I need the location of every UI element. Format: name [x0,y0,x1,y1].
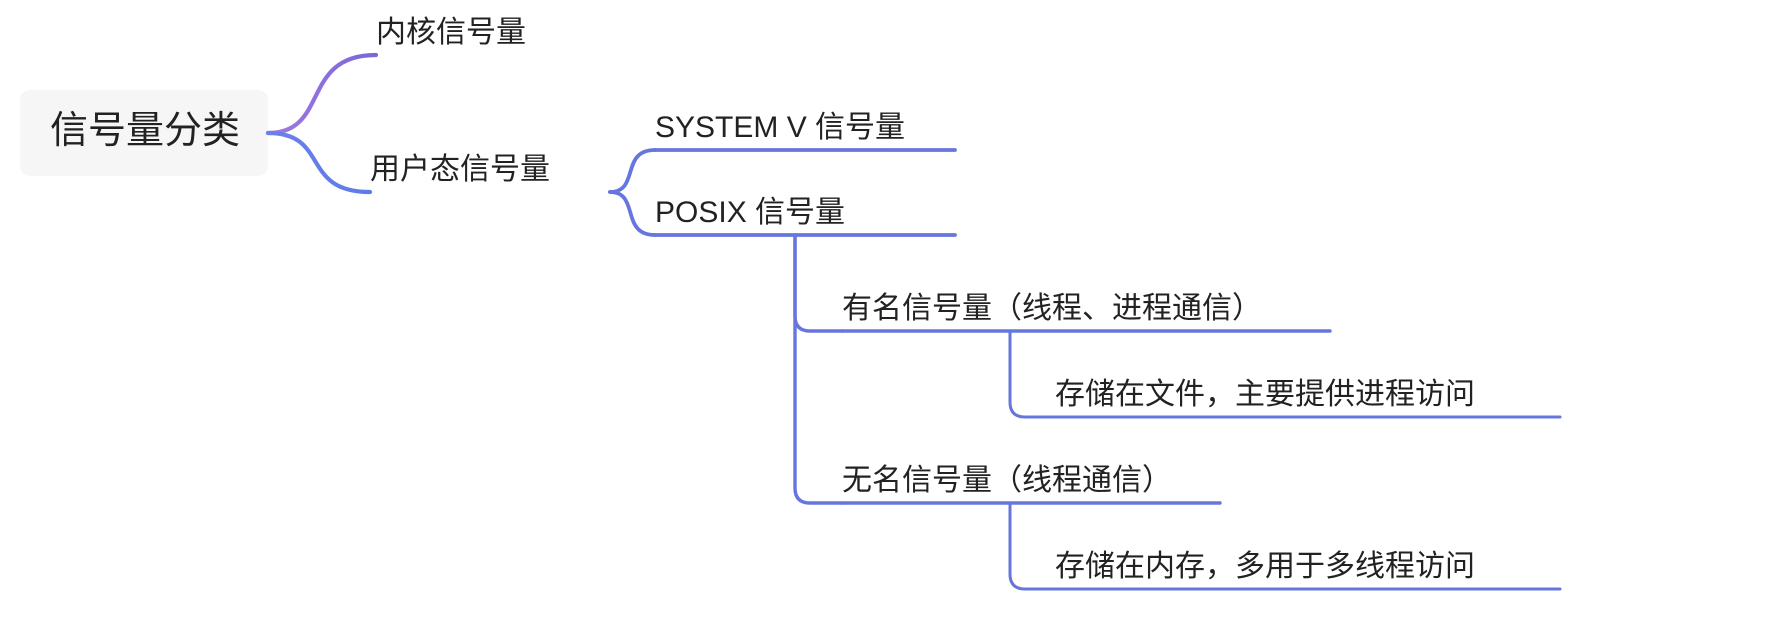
edge-user-posix [610,192,655,235]
unnamed-detail-label: 存储在内存，多用于多线程访问 [1055,550,1475,583]
named-detail-label: 存储在文件，主要提供进程访问 [1055,378,1475,411]
edge-root-user [268,133,370,192]
named-node-label: 有名信号量（线程、进程通信） [842,292,1262,325]
edge-posix-unnamed [795,235,842,503]
edge-root-kernel [268,55,376,133]
root-node-label: 信号量分类 [50,110,240,152]
unnamed-node-label: 无名信号量（线程通信） [842,464,1172,497]
edge-posix-named [795,235,842,331]
edge-named-named_d [1010,331,1055,417]
posix-node-label: POSIX 信号量 [655,196,845,229]
kernel-node-label: 内核信号量 [376,16,526,49]
user-node-label: 用户态信号量 [370,153,550,186]
mindmap-svg: 信号量分类 内核信号量 用户态信号量 SYSTEM V 信号量 POSIX 信号… [0,0,1772,636]
edge-unnamed-unnamed_d [1010,503,1055,589]
sysv-node-label: SYSTEM V 信号量 [655,111,905,144]
edge-user-sysv [610,150,655,192]
